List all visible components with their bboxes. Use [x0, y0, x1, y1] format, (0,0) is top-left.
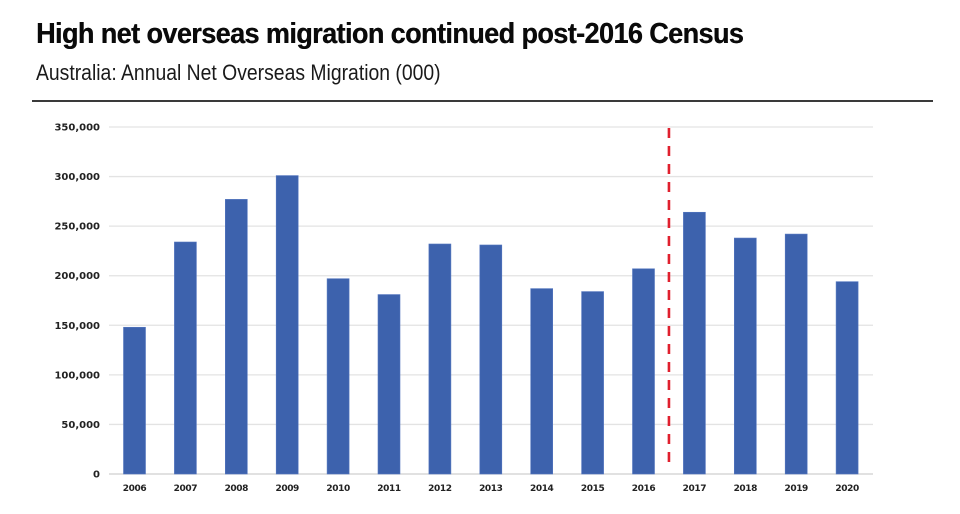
- bar-2008: [225, 199, 248, 475]
- x-axis: 2006 2007 2008 2009 2010 2011 2012 2013 2014 2015…: [123, 484, 860, 494]
- bar-2009: [275, 175, 299, 475]
- x-tick-label: 2007: [174, 484, 198, 494]
- y-axis: 0 50,000 100,000 150,000 200,000 250,000 300,0…: [54, 123, 100, 481]
- bar-2010: [326, 278, 350, 475]
- bar-2019: [784, 233, 808, 475]
- bar-2011: [377, 294, 401, 475]
- bar-2017: [683, 211, 706, 475]
- header-divider: [32, 100, 933, 102]
- x-tick-label: 2008: [225, 484, 249, 494]
- y-tick-label: 200,000: [54, 271, 100, 282]
- x-tick-label: 2012: [428, 484, 452, 494]
- y-tick-label: 350,000: [54, 123, 100, 134]
- x-tick-label: 2013: [479, 484, 503, 494]
- bar-2020: [835, 281, 859, 475]
- chart-title: High net overseas migration continued po…: [36, 18, 744, 50]
- bars: [123, 175, 859, 475]
- bar-2013: [479, 244, 503, 475]
- x-tick-label: 2014: [530, 484, 554, 494]
- x-tick-label: 2009: [275, 484, 299, 494]
- x-tick-label: 2006: [123, 484, 147, 494]
- bar-2018: [733, 237, 757, 475]
- y-tick-label: 100,000: [54, 370, 100, 381]
- y-tick-label: 250,000: [54, 222, 100, 233]
- bar-2015: [581, 291, 604, 475]
- y-tick-label: 0: [93, 470, 100, 481]
- x-tick-label: 2011: [377, 484, 401, 494]
- bar-2016: [632, 268, 655, 475]
- x-tick-label: 2016: [632, 484, 656, 494]
- x-tick-label: 2018: [734, 484, 758, 494]
- x-tick-label: 2017: [683, 484, 707, 494]
- y-tick-label: 50,000: [61, 420, 100, 431]
- y-tick-label: 300,000: [54, 172, 100, 183]
- bar-2014: [530, 288, 554, 475]
- chart-subtitle: Australia: Annual Net Overseas Migration…: [36, 60, 441, 85]
- x-tick-label: 2019: [784, 484, 808, 494]
- bar-2006: [123, 326, 146, 475]
- x-tick-label: 2015: [581, 484, 605, 494]
- x-tick-label: 2020: [835, 484, 859, 494]
- bar-2007: [174, 241, 197, 475]
- y-tick-label: 150,000: [54, 321, 100, 332]
- bar-2012: [428, 243, 452, 475]
- x-tick-label: 2010: [326, 484, 350, 494]
